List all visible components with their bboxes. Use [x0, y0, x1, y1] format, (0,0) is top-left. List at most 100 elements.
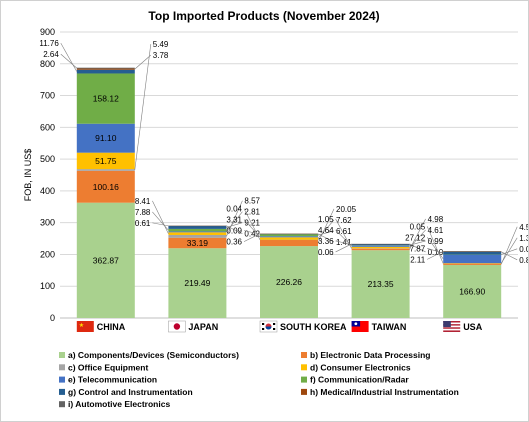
callout-line [500, 226, 518, 265]
data-label: 1.33 [519, 234, 528, 243]
legend-entry: a) Components/Devices (Semiconductors) [68, 350, 239, 360]
callout-line [226, 225, 243, 234]
bar-segment [443, 251, 502, 255]
data-label: 3.31 [226, 216, 242, 225]
y-tick-label: 400 [40, 186, 55, 196]
data-label: 0.99 [428, 237, 444, 246]
data-label: 0.36 [226, 238, 242, 247]
bar-segment [351, 250, 410, 318]
data-label: 213.35 [368, 279, 394, 289]
callout-line [60, 53, 77, 69]
legend-swatch [301, 388, 307, 395]
bar-segment [260, 237, 318, 240]
y-tick-label: 0 [50, 313, 55, 323]
callout-line [426, 237, 444, 259]
data-label: 362.87 [93, 255, 119, 265]
legend-swatch [301, 376, 307, 383]
callout-line [243, 219, 261, 237]
callout-line [152, 200, 169, 234]
callout-line [335, 240, 352, 245]
data-label: 0.07 [519, 245, 528, 254]
bar-segment [76, 170, 135, 203]
y-tick-label: 900 [40, 27, 55, 37]
y-tick-label: 500 [40, 154, 55, 164]
bar-segment [76, 73, 135, 124]
bar-segment [76, 152, 135, 170]
x-tick-label: TAIWAN [372, 322, 407, 332]
data-label: 0.04 [226, 205, 242, 214]
data-label: 100.16 [93, 182, 119, 192]
data-labels: 362.87 100.16 51.75 91.10 158.12 5.49 3.78 11.7… [39, 39, 528, 296]
data-label: 33.19 [187, 238, 209, 248]
x-tick-label: SOUTH KOREA [280, 322, 347, 332]
legend-swatch [301, 364, 307, 371]
data-label: 4.58 [519, 223, 528, 232]
callout-line [243, 230, 261, 235]
data-label: 6.61 [336, 227, 352, 236]
bar-segment [168, 225, 227, 229]
legend-swatch [59, 364, 65, 371]
legend-entry: g) Control and Instrumentation [68, 387, 193, 397]
bar-segment [76, 202, 135, 318]
legend: a) Components/Devices (Semiconductors) b)… [59, 350, 459, 409]
bar-segment [76, 123, 135, 153]
bar-segment [168, 237, 227, 249]
legend-swatch [59, 401, 65, 408]
bar-segment [260, 236, 318, 238]
callout-line [500, 237, 518, 264]
data-label: 8.57 [244, 197, 260, 206]
bar-segment [351, 246, 410, 249]
bar-segment [443, 263, 502, 265]
callout-line [152, 211, 169, 231]
data-label: 51.75 [95, 156, 117, 166]
callout-line [409, 243, 426, 253]
callout-line [427, 251, 444, 260]
taiwan-flag-icon [351, 321, 369, 332]
callout-line [426, 226, 444, 264]
callout-line [243, 208, 261, 240]
data-label: 1.05 [318, 215, 334, 224]
callout-line [243, 233, 261, 242]
bar-segment [168, 248, 227, 318]
data-label: 158.12 [93, 94, 119, 104]
y-tick-label: 300 [40, 218, 55, 228]
data-label: 20.05 [336, 205, 357, 214]
data-label: 166.90 [459, 286, 485, 296]
callout-line [226, 211, 243, 233]
data-label: 219.49 [184, 278, 210, 288]
data-label: 7.87 [410, 244, 426, 253]
callout-line [226, 222, 243, 228]
callout-line [134, 44, 152, 171]
data-label: 0.61 [135, 219, 151, 228]
bar-segment [168, 228, 227, 232]
data-label: 2.64 [43, 50, 59, 59]
bar-segment [168, 232, 227, 235]
callout-line [501, 248, 518, 255]
callout-line [60, 42, 78, 72]
bar-segment [260, 234, 318, 237]
callout-line [317, 233, 335, 243]
bar-segment [260, 246, 318, 318]
callout-line [335, 243, 352, 253]
japan-flag-icon [168, 320, 186, 333]
x-tick-label: USA [463, 322, 483, 332]
bar-segment [76, 68, 135, 70]
data-label: 0.06 [318, 248, 334, 257]
data-label: 4.61 [428, 226, 444, 235]
data-label: 2.11 [410, 255, 426, 264]
bar-segment [443, 264, 502, 318]
bar-segment [351, 248, 410, 251]
data-label: 7.88 [135, 208, 151, 217]
bar-segment [351, 245, 410, 247]
bar-segment [168, 234, 227, 238]
south-korea-flag-icon [259, 320, 278, 333]
data-label: 0.09 [226, 227, 242, 236]
data-label: 3.36 [318, 237, 334, 246]
callout-line [501, 251, 518, 261]
bar-segment [351, 243, 410, 246]
x-tick-label: JAPAN [188, 322, 218, 332]
y-axis: 0 100 200 300 400 500 600 700 800 900 [40, 27, 55, 323]
china-flag-icon: ★ [76, 321, 94, 332]
data-label: 3.78 [153, 51, 169, 60]
